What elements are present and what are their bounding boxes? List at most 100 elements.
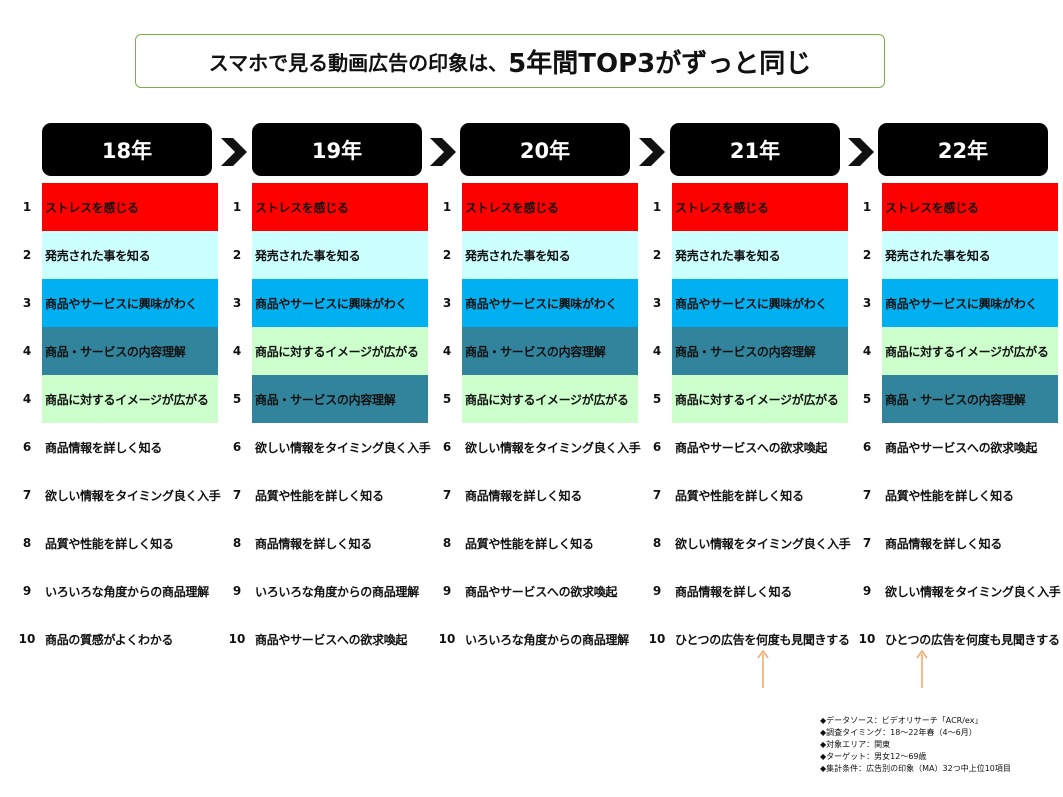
rank-row: 4 商品に対するイメージが広がる: [852, 327, 1058, 375]
chevron-right-icon: [430, 138, 456, 166]
rank-number: 4: [22, 344, 32, 358]
rank-row: 10 商品の質感がよくわかる: [12, 615, 212, 663]
rank-label: 発売された事を知る: [252, 231, 428, 279]
rank-row: 1 ストレスを感じる: [642, 183, 848, 231]
rank-row: 4 商品に対するイメージが広がる: [222, 327, 428, 375]
rank-row: 1 ストレスを感じる: [432, 183, 638, 231]
rank-label: 商品・サービスの内容理解: [252, 375, 428, 423]
rank-row: 7 商品情報を詳しく知る: [852, 519, 1052, 567]
source-notes: ◆データソース：ビデオリサーチ「ACR/ex」 ◆調査タイミング：18～22年春…: [820, 715, 1060, 775]
note-target-audience: ◆ターゲット：男女12～69歳: [820, 752, 927, 761]
rank-row: 1 ストレスを感じる: [12, 183, 218, 231]
rank-label: ストレスを感じる: [42, 183, 218, 231]
rank-row: 2 発売された事を知る: [432, 231, 638, 279]
rank-row: 2 発売された事を知る: [12, 231, 218, 279]
rank-number: 9: [22, 584, 32, 598]
rank-label: 商品やサービスに興味がわく: [882, 279, 1058, 327]
rank-number: 9: [652, 584, 662, 598]
rank-label: 商品に対するイメージが広がる: [462, 375, 638, 423]
rank-number: 1: [652, 200, 662, 214]
up-arrow-icon: [916, 650, 928, 688]
rank-label: 商品やサービスに興味がわく: [252, 279, 428, 327]
year-header: 19年: [252, 123, 422, 176]
year-header: 22年: [878, 123, 1048, 176]
rank-label: ストレスを感じる: [252, 183, 428, 231]
rank-row: 9 商品情報を詳しく知る: [642, 567, 842, 615]
rank-number: 8: [22, 536, 32, 550]
rank-number: 5: [652, 392, 662, 406]
rank-number: 10: [18, 632, 36, 646]
rank-label: ストレスを感じる: [672, 183, 848, 231]
rank-label: 欲しい情報をタイミング良く入手: [885, 584, 1061, 599]
rank-label: 欲しい情報をタイミング良く入手: [255, 440, 431, 455]
rank-label: 商品・サービスの内容理解: [672, 327, 848, 375]
rank-label: 品質や性能を詳しく知る: [675, 488, 804, 503]
rank-number: 2: [442, 248, 452, 262]
rank-number: 5: [232, 392, 242, 406]
rank-row: 2 発売された事を知る: [852, 231, 1058, 279]
rank-row: 8 商品情報を詳しく知る: [222, 519, 422, 567]
rank-label: 発売された事を知る: [42, 231, 218, 279]
rank-row: 2 発売された事を知る: [222, 231, 428, 279]
rank-row: 7 欲しい情報をタイミング良く入手: [12, 471, 221, 519]
rank-number: 7: [442, 488, 452, 502]
rank-number: 5: [862, 392, 872, 406]
rank-label: 品質や性能を詳しく知る: [885, 488, 1014, 503]
note-data-source: ◆データソース：ビデオリサーチ「ACR/ex」: [820, 716, 983, 725]
rank-label: 品質や性能を詳しく知る: [45, 536, 174, 551]
rank-number: 7: [862, 488, 872, 502]
rank-row: 5 商品に対するイメージが広がる: [432, 375, 638, 423]
rank-label: 商品情報を詳しく知る: [465, 488, 583, 503]
rank-label: 発売された事を知る: [672, 231, 848, 279]
rank-number: 2: [652, 248, 662, 262]
rank-label: 商品やサービスに興味がわく: [672, 279, 848, 327]
chevron-right-icon: [221, 138, 247, 166]
rank-number: 10: [858, 632, 876, 646]
rank-label: ストレスを感じる: [462, 183, 638, 231]
rank-row: 10 ひとつの広告を何度も見聞きする: [852, 615, 1060, 663]
rank-row: 1 ストレスを感じる: [852, 183, 1058, 231]
rank-row: 9 いろいろな角度からの商品理解: [222, 567, 422, 615]
rank-label: 商品・サービスの内容理解: [462, 327, 638, 375]
year-header: 20年: [460, 123, 630, 176]
rank-label: 商品に対するイメージが広がる: [42, 375, 218, 423]
rank-label: 品質や性能を詳しく知る: [255, 488, 384, 503]
rank-number: 2: [862, 248, 872, 262]
rank-row: 7 品質や性能を詳しく知る: [642, 471, 842, 519]
rank-row: 9 欲しい情報をタイミング良く入手: [852, 567, 1061, 615]
rank-number: 6: [442, 440, 452, 454]
rank-label: ひとつの広告を何度も見聞きする: [885, 632, 1060, 647]
rank-row: 8 品質や性能を詳しく知る: [12, 519, 212, 567]
year-header: 21年: [670, 123, 840, 176]
rank-row: 8 品質や性能を詳しく知る: [432, 519, 632, 567]
rank-row: 4 商品・サービスの内容理解: [432, 327, 638, 375]
rank-number: 4: [652, 344, 662, 358]
rank-label: 商品やサービスへの欲求喚起: [885, 440, 1038, 455]
rank-label: 発売された事を知る: [882, 231, 1058, 279]
rank-row: 7 品質や性能を詳しく知る: [222, 471, 422, 519]
rank-number: 3: [862, 296, 872, 310]
rank-label: 商品の質感がよくわかる: [45, 632, 174, 647]
rank-row: 10 ひとつの広告を何度も見聞きする: [642, 615, 850, 663]
rank-label: 商品情報を詳しく知る: [885, 536, 1003, 551]
rank-label: 商品に対するイメージが広がる: [882, 327, 1058, 375]
rank-row: 6 商品やサービスへの欲求喚起: [642, 423, 842, 471]
rank-number: 3: [442, 296, 452, 310]
rank-number: 9: [232, 584, 242, 598]
rank-number: 7: [232, 488, 242, 502]
title-emphasis: 5年間TOP3がずっと同じ: [508, 48, 812, 79]
rank-row: 10 いろいろな角度からの商品理解: [432, 615, 632, 663]
rank-label: 商品やサービスへの欲求喚起: [255, 632, 408, 647]
chevron-right-icon: [639, 138, 665, 166]
rank-row: 3 商品やサービスに興味がわく: [432, 279, 638, 327]
rank-label: ストレスを感じる: [882, 183, 1058, 231]
rank-number: 6: [862, 440, 872, 454]
year-column: 1 ストレスを感じる 2 発売された事を知る 3 商品やサービスに興味がわく 4 商品・サービ…: [12, 183, 221, 663]
rank-label: いろいろな角度からの商品理解: [465, 632, 629, 647]
rank-row: 7 品質や性能を詳しく知る: [852, 471, 1052, 519]
rank-row: 3 商品やサービスに興味がわく: [852, 279, 1058, 327]
rank-row: 7 商品情報を詳しく知る: [432, 471, 632, 519]
year-column: 1 ストレスを感じる 2 発売された事を知る 3 商品やサービスに興味がわく 4 商品・サービ…: [642, 183, 851, 663]
rank-label: 商品情報を詳しく知る: [255, 536, 373, 551]
chevron-right-icon: [848, 138, 874, 166]
